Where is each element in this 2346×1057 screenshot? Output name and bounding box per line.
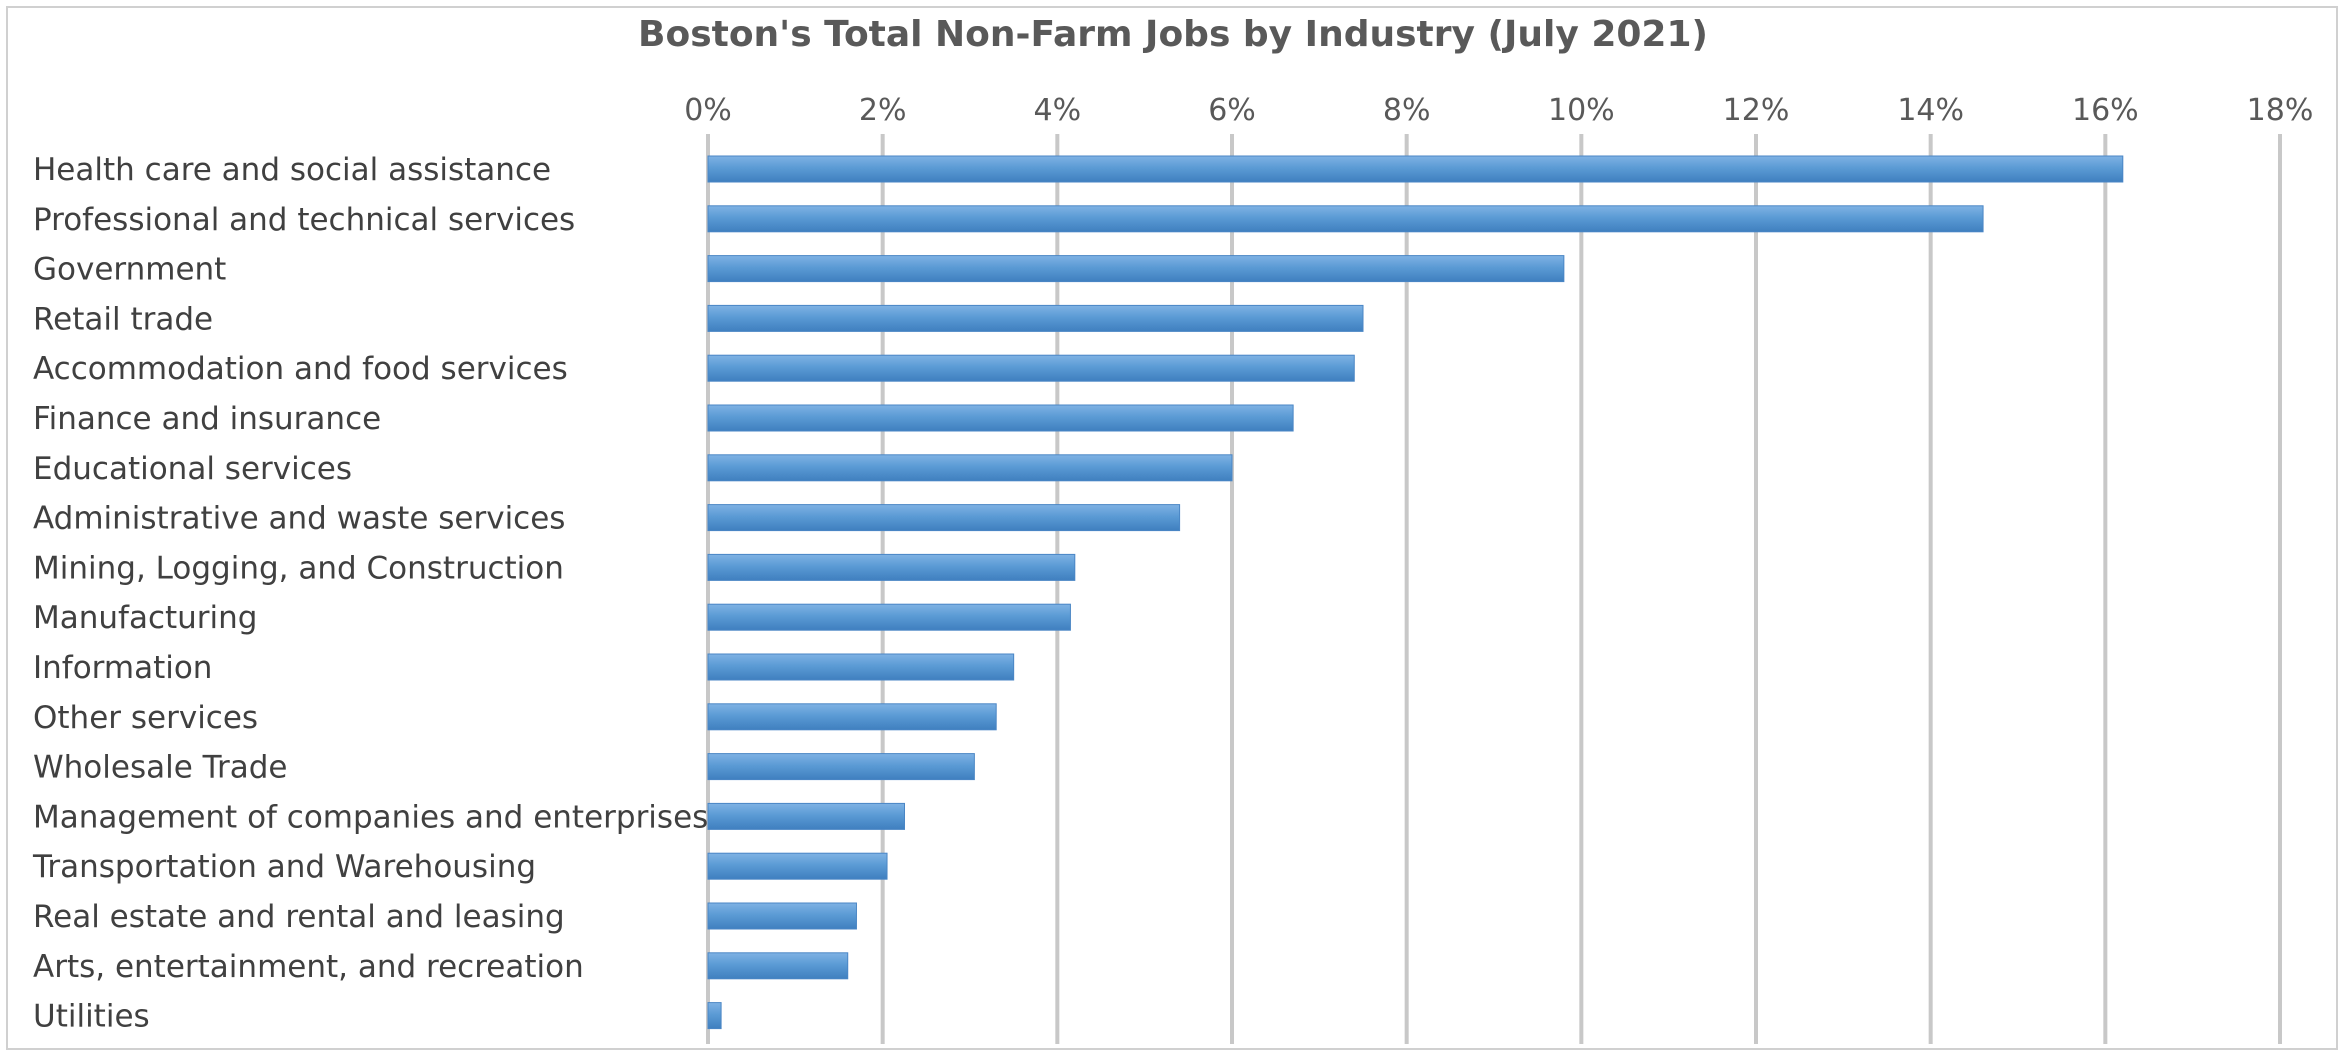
x-tick-label: 0% [684,93,732,128]
x-tick-label: 16% [2072,93,2139,128]
x-tick-label: 18% [2247,93,2314,128]
category-label: Mining, Logging, and Construction [33,550,564,586]
category-label: Educational services [33,451,352,487]
category-label: Manufacturing [33,600,257,636]
x-axis-ticks: 0% 2% 4% 6% 8% 10% 12% 14% 16% 18% [684,93,2313,128]
x-tick-label: 14% [1897,93,1964,128]
category-label: Real estate and rental and leasing [33,899,565,935]
bar [707,753,975,781]
bar [707,902,857,930]
category-labels: Health care and social assistance Profess… [32,152,708,1035]
bar [707,603,1071,631]
x-tick-label: 12% [1723,93,1790,128]
bars [707,155,2124,1030]
bar [707,255,1565,283]
category-label: Health care and social assistance [33,152,551,188]
bar [707,304,1364,332]
bar [707,504,1181,532]
category-label: Transportation and Warehousing [32,849,536,885]
category-label: Government [33,252,226,288]
x-tick-label: 2% [859,93,907,128]
category-label: Accommodation and food services [33,351,568,387]
x-tick-label: 8% [1383,93,1431,128]
bar [707,155,2124,183]
bar [707,354,1355,382]
bar [707,205,1984,233]
bar [707,553,1076,581]
category-label: Professional and technical services [33,202,575,238]
gridlines [706,134,2282,1044]
chart-title: Boston's Total Non-Farm Jobs by Industry… [638,14,1708,55]
bar [707,802,905,830]
category-label: Finance and insurance [33,401,381,437]
category-label: Retail trade [33,301,213,337]
category-label: Utilities [33,999,150,1035]
category-label: Administrative and waste services [33,501,565,537]
category-label: Management of companies and enterprises [33,799,708,835]
bar [707,852,888,880]
bar [707,703,997,731]
x-tick-label: 6% [1208,93,1256,128]
category-label: Other services [33,700,258,736]
bar [707,653,1015,681]
category-label: Information [33,650,212,686]
x-tick-label: 4% [1034,93,1082,128]
bar [707,1002,722,1030]
category-label: Arts, entertainment, and recreation [33,949,584,985]
category-label: Wholesale Trade [33,750,288,786]
x-tick-label: 10% [1548,93,1615,128]
bar [707,404,1294,432]
bar [707,952,849,980]
bar [707,454,1233,482]
